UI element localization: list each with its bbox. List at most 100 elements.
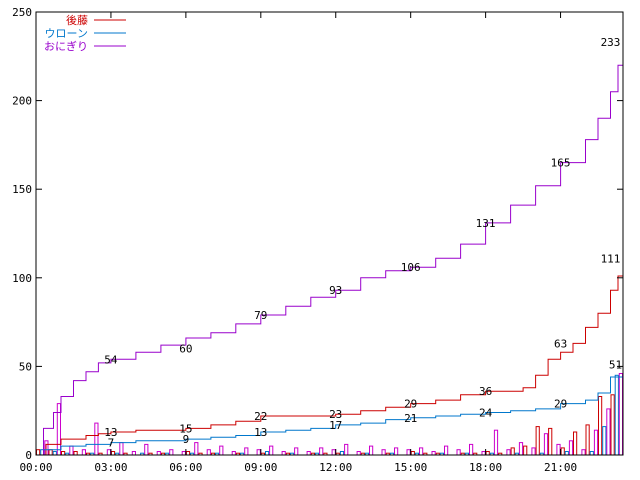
x-tick-label-5: 15:00 <box>394 461 427 474</box>
plot-frame <box>35 11 624 456</box>
bar-2-42 <box>568 440 574 456</box>
bar-2-35 <box>481 451 486 456</box>
point-label-20: 106 <box>401 261 421 274</box>
bar-2-46 <box>618 373 623 456</box>
bar-0-21 <box>410 451 415 456</box>
bar-2-45 <box>606 408 611 456</box>
bar-1-22 <box>564 451 569 456</box>
y-tick-label-0: 0 <box>25 449 32 462</box>
bar-2-15 <box>231 451 236 456</box>
bar-1-24 <box>602 426 607 456</box>
point-label-10: 13 <box>254 426 267 439</box>
bar-2-26 <box>369 445 374 456</box>
point-label-21: 131 <box>476 217 496 230</box>
x-tick-label-3: 09:00 <box>244 461 277 474</box>
bar-2-12 <box>194 442 199 456</box>
y-tick-label-5: 250 <box>12 6 32 19</box>
bar-0-34 <box>585 424 590 456</box>
bar-0-10 <box>185 451 191 456</box>
point-label-5: 36 <box>479 385 492 398</box>
bar-2-22 <box>319 447 324 456</box>
point-label-8: 7 <box>108 437 115 450</box>
bar-0-6 <box>110 451 116 456</box>
bar-2-39 <box>531 447 536 456</box>
bar-1-25 <box>614 374 619 456</box>
point-label-18: 79 <box>254 309 267 322</box>
bar-2-19 <box>281 451 286 456</box>
bar-2-29 <box>406 449 411 456</box>
bar-2-11 <box>181 451 186 456</box>
point-label-9: 9 <box>183 433 190 446</box>
x-tick-label-0: 00:00 <box>19 461 52 474</box>
x-tick-label-4: 12:00 <box>319 461 352 474</box>
y-tick-label-4: 200 <box>12 95 32 108</box>
point-label-4: 29 <box>404 398 417 411</box>
point-label-14: 29 <box>554 398 567 411</box>
point-label-13: 24 <box>479 407 493 420</box>
point-label-16: 54 <box>104 353 118 366</box>
series-line-1 <box>36 364 624 456</box>
bar-0-29 <box>523 445 528 456</box>
bar-2-8 <box>144 443 149 456</box>
bar-1-23 <box>589 451 594 456</box>
bar-2-9 <box>156 451 161 456</box>
bar-2-16 <box>244 447 249 456</box>
point-label-15: 51 <box>609 359 622 372</box>
bar-2-2 <box>69 445 74 456</box>
bar-2-34 <box>469 443 474 456</box>
point-label-3: 23 <box>329 408 342 421</box>
point-label-11: 17 <box>329 419 342 432</box>
bar-2-30 <box>419 447 424 456</box>
bar-2-5 <box>106 449 112 456</box>
bar-1-1 <box>52 451 57 456</box>
point-label-17: 60 <box>179 343 192 356</box>
bar-0-26 <box>485 451 490 456</box>
bar-2-44 <box>593 429 599 456</box>
point-label-1: 15 <box>179 422 192 435</box>
point-label-2: 22 <box>254 410 267 423</box>
series-line-2 <box>36 42 624 456</box>
bar-2-40 <box>543 433 549 456</box>
bar-0-35 <box>598 396 603 456</box>
x-tick-label-7: 21:00 <box>544 461 577 474</box>
bar-2-36 <box>493 429 499 456</box>
point-label-22: 165 <box>551 157 571 170</box>
bar-2-6 <box>119 442 124 456</box>
bar-2-32 <box>444 445 449 456</box>
bar-2-1 <box>56 403 61 456</box>
bar-2-31 <box>431 451 436 456</box>
legend-label-2: おにぎり <box>44 39 88 53</box>
bar-2-43 <box>581 449 586 456</box>
bar-2-38 <box>518 442 524 456</box>
bar-1-10 <box>265 451 270 456</box>
bar-2-3 <box>81 449 87 456</box>
bar-2-17 <box>256 449 261 456</box>
bar-2-25 <box>356 451 361 456</box>
bar-2-24 <box>344 443 349 456</box>
bar-2-20 <box>294 447 299 456</box>
y-tick-label-2: 100 <box>12 272 32 285</box>
bar-2-4 <box>94 422 99 456</box>
legend-label-1: ウローン <box>45 27 88 40</box>
bar-2-28 <box>394 447 399 456</box>
bar-2-14 <box>219 445 224 456</box>
bar-2-18 <box>269 445 274 456</box>
point-label-12: 21 <box>404 412 417 425</box>
bar-0-28 <box>510 447 515 456</box>
bar-0-1 <box>48 449 53 456</box>
bar-2-13 <box>206 449 211 456</box>
bar-2-33 <box>456 449 461 456</box>
series-line-0 <box>36 258 624 456</box>
point-label-19: 93 <box>329 284 342 297</box>
bar-0-2 <box>61 451 66 456</box>
bar-2-41 <box>556 443 561 456</box>
bar-2-21 <box>306 451 311 456</box>
bar-0-0 <box>36 449 41 456</box>
bar-2-23 <box>331 449 336 456</box>
bar-2-37 <box>506 449 511 456</box>
x-tick-label-6: 18:00 <box>469 461 502 474</box>
bar-0-3 <box>73 451 78 456</box>
cumulative-lines <box>36 42 624 456</box>
